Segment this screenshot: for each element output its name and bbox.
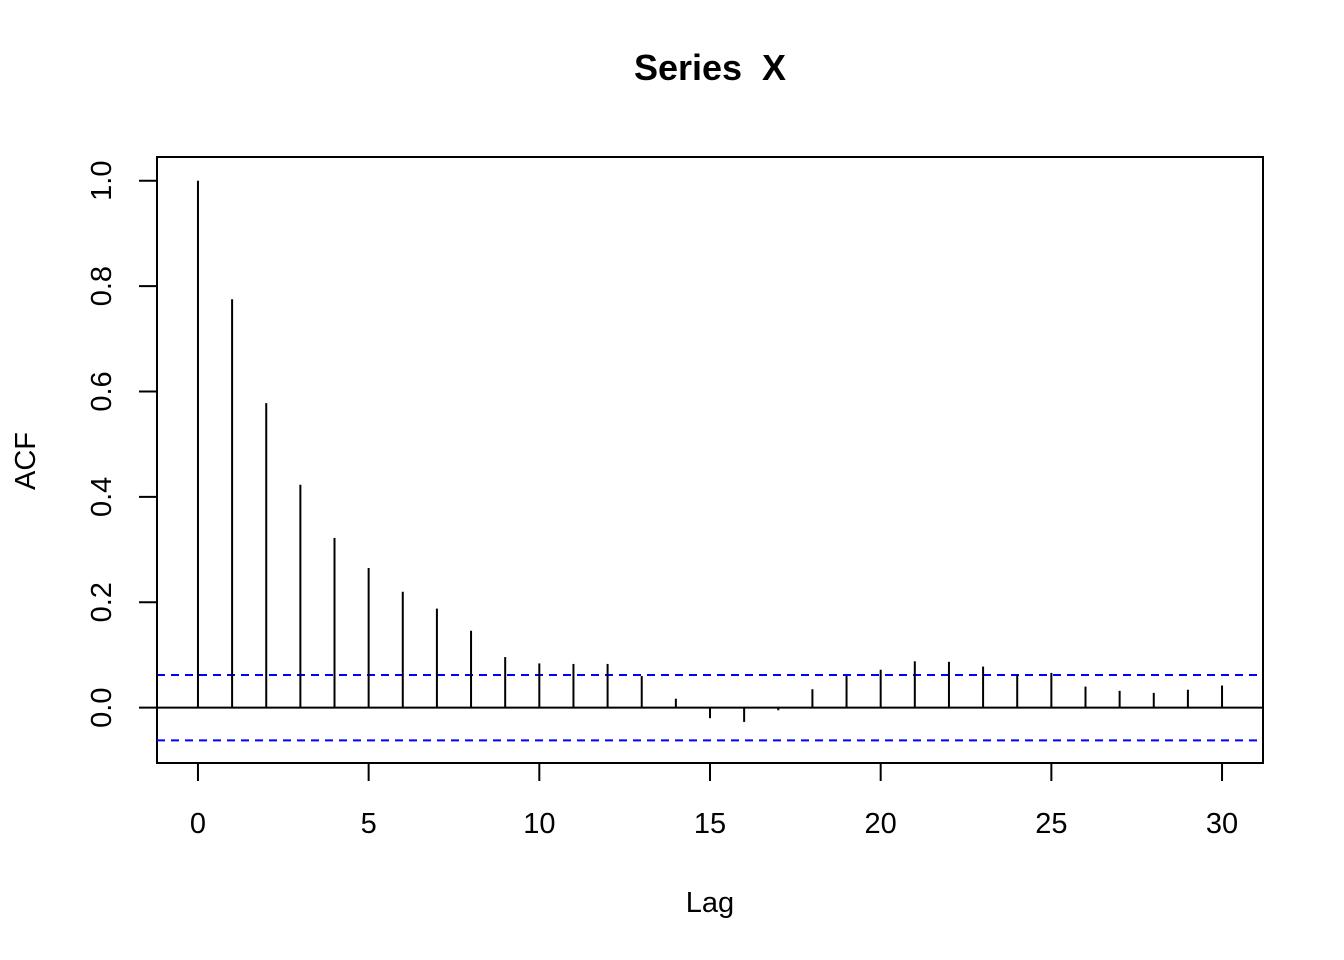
y-axis-label: ACF <box>10 432 42 490</box>
y-tick-label: 0.2 <box>86 582 118 622</box>
y-tick-label: 0.6 <box>86 371 118 411</box>
x-tick-label: 15 <box>694 808 726 840</box>
y-tick-label: 0.4 <box>86 477 118 517</box>
x-tick-label: 30 <box>1206 808 1238 840</box>
chart-title: Series X <box>634 47 786 88</box>
chart-marks: 0 5 10 15 20 25 30 0.0 0.2 0.4 0.6 0.8 1.0 <box>86 161 1263 840</box>
x-tick-label: 10 <box>523 808 555 840</box>
y-tick-label: 0.8 <box>86 266 118 306</box>
plot-frame <box>156 156 1264 764</box>
y-tick-label: 0.0 <box>86 688 118 728</box>
x-tick-label: 0 <box>190 808 206 840</box>
x-tick-label: 20 <box>865 808 897 840</box>
x-tick-label: 5 <box>361 808 377 840</box>
y-tick-label: 1.0 <box>86 161 118 201</box>
x-axis-label: Lag <box>686 887 734 919</box>
x-tick-label: 25 <box>1035 808 1067 840</box>
